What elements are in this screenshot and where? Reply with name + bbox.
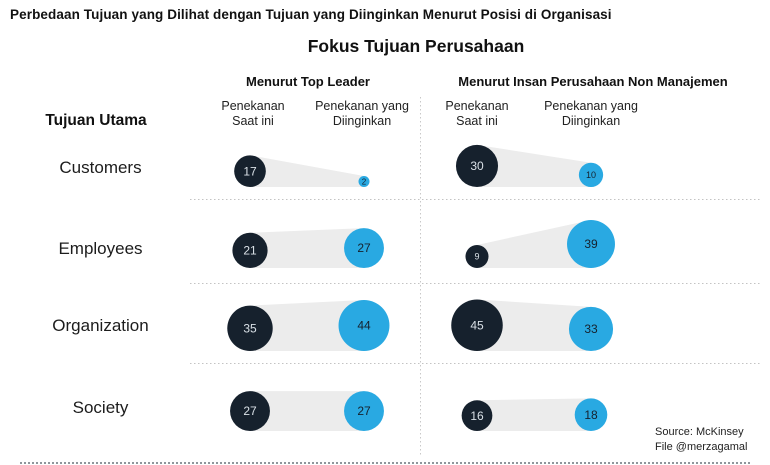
bubble-desired xyxy=(574,398,608,431)
bubble-current xyxy=(230,391,270,432)
bubble-value-desired: 27 xyxy=(357,241,371,255)
bubble-value-current: 45 xyxy=(470,318,484,332)
row-axis-title: Tujuan Utama xyxy=(45,112,147,129)
column-header-line: Penekanan yang xyxy=(544,99,638,113)
bubble-value-desired: 2 xyxy=(362,177,367,186)
bubble-value-current: 16 xyxy=(470,409,484,423)
funnel-band xyxy=(477,299,591,351)
page-title: Perbedaan Tujuan yang Dilihat dengan Tuj… xyxy=(10,7,612,22)
column-header-line: Penekanan yang xyxy=(315,99,409,113)
source-attribution: Source: McKinsey File @merzagamal xyxy=(655,425,747,454)
bubble-current xyxy=(234,155,266,187)
column-header-line: Diinginkan xyxy=(561,114,621,128)
row-label-employees: Employees xyxy=(58,239,143,258)
funnel-band xyxy=(477,144,591,187)
chart-title: Fokus Tujuan Perusahaan xyxy=(307,36,525,56)
bubble-desired xyxy=(567,220,615,268)
row-label-society: Society xyxy=(72,398,129,417)
bubble-current xyxy=(227,305,273,351)
column-header-desired-g2: Penekanan yang Diinginkan xyxy=(531,99,651,129)
bubble-value-desired: 33 xyxy=(584,322,598,336)
bubble-current xyxy=(461,400,493,432)
group-header-non-management: Menurut Insan Perusahaan Non Manajemen xyxy=(458,74,728,89)
bubble-value-current: 21 xyxy=(243,244,257,258)
row-label-organization: Organization xyxy=(52,316,149,335)
funnel-band xyxy=(250,300,364,351)
bubble-value-desired: 18 xyxy=(584,408,598,422)
bubble-current xyxy=(465,244,489,268)
bubble-current xyxy=(455,144,499,187)
bubble-current xyxy=(451,299,503,352)
source-line: File @merzagamal xyxy=(655,440,748,453)
bubble-desired xyxy=(568,306,614,351)
bubble-desired xyxy=(578,162,604,187)
bubble-value-desired: 27 xyxy=(357,404,371,418)
bubble-current xyxy=(232,232,268,268)
funnel-band xyxy=(250,391,364,431)
group-header-top-leader: Menurut Top Leader xyxy=(246,74,370,89)
funnel-band xyxy=(250,155,364,187)
bubble-desired xyxy=(358,176,370,187)
column-header-desired-g1: Penekanan yang Diinginkan xyxy=(302,99,422,129)
funnel-band xyxy=(477,220,591,268)
column-header-line: Penekanan xyxy=(445,99,509,113)
column-header-line: Saat ini xyxy=(456,114,498,128)
row-label-customers: Customers xyxy=(59,158,142,177)
bubble-value-current: 30 xyxy=(470,159,484,173)
bubble-desired xyxy=(344,391,384,432)
bubble-value-desired: 44 xyxy=(357,319,371,333)
bubble-value-current: 17 xyxy=(243,164,257,178)
funnel-band xyxy=(477,398,591,431)
bubble-value-current: 9 xyxy=(474,252,479,262)
column-header-current-g1: Penekanan Saat ini xyxy=(193,99,313,129)
bubble-desired xyxy=(338,300,390,351)
bubble-value-current: 27 xyxy=(243,404,257,418)
source-line: Source: McKinsey xyxy=(655,426,744,438)
bubble-value-desired: 10 xyxy=(586,170,596,180)
funnel-band xyxy=(250,228,364,268)
bubble-value-current: 35 xyxy=(243,321,257,335)
column-header-line: Penekanan xyxy=(221,99,285,113)
column-header-line: Diinginkan xyxy=(332,114,392,128)
column-header-line: Saat ini xyxy=(232,114,274,128)
column-header-current-g2: Penekanan Saat ini xyxy=(417,99,537,129)
bubble-value-desired: 39 xyxy=(584,237,598,251)
bubble-desired xyxy=(344,228,384,268)
